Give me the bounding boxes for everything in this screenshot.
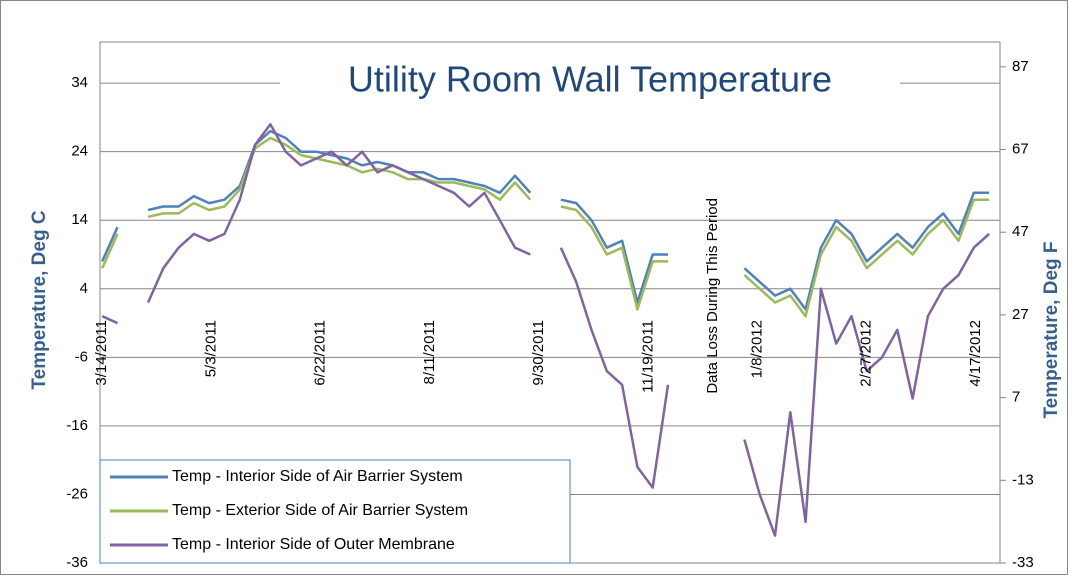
y2-tick-label: 67 xyxy=(1012,140,1029,157)
series-line xyxy=(101,129,990,311)
y-tick-label: -36 xyxy=(66,554,88,571)
y-tick-label: 24 xyxy=(71,143,88,160)
y2-tick-label: -33 xyxy=(1012,554,1034,571)
x-tick-label: 5/3/2011 xyxy=(202,320,219,377)
legend-label: Temp - Interior Side of Outer Membrane xyxy=(172,536,455,553)
x-tick-label: 4/17/2012 xyxy=(967,320,984,387)
y2-tick-label: 87 xyxy=(1012,58,1029,75)
x-tick-label: 1/8/2012 xyxy=(748,320,765,378)
y-tick-label: 14 xyxy=(71,211,88,228)
legend-box xyxy=(99,459,571,564)
series-line xyxy=(101,123,990,537)
annotation: Data Loss During This Period xyxy=(704,198,721,394)
y2-tick-label: 47 xyxy=(1012,223,1029,240)
series-line xyxy=(101,136,990,318)
y-tick-label: 34 xyxy=(71,74,88,91)
y-tick-label: -16 xyxy=(66,417,88,434)
x-tick-label: 3/14/2011 xyxy=(93,320,110,386)
legend-label: Temp - Interior Side of Air Barrier Syst… xyxy=(172,468,463,485)
y2-tick-label: -13 xyxy=(1012,471,1034,488)
x-tick-label: 9/30/2011 xyxy=(530,320,547,386)
x-tick-label: 8/11/2011 xyxy=(421,320,438,385)
y-axis-title: Temperature, Deg C xyxy=(29,210,50,389)
y-tick-label: -6 xyxy=(75,348,88,365)
x-tick-label: 6/22/2011 xyxy=(312,320,329,386)
title-background xyxy=(280,58,900,106)
legend-label: Temp - Exterior Side of Air Barrier Syst… xyxy=(172,502,468,519)
y-tick-label: 4 xyxy=(80,280,88,297)
chart-title: Utility Room Wall Temperature xyxy=(348,59,832,100)
y2-tick-label: 7 xyxy=(1012,389,1020,406)
x-tick-label: 2/27/2012 xyxy=(858,320,875,387)
y2-tick-label: 27 xyxy=(1012,306,1029,323)
y-tick-label: -26 xyxy=(66,485,88,502)
y2-axis-title: Temperature, Deg F xyxy=(1041,241,1062,418)
x-tick-label: 11/19/2011 xyxy=(639,320,656,393)
